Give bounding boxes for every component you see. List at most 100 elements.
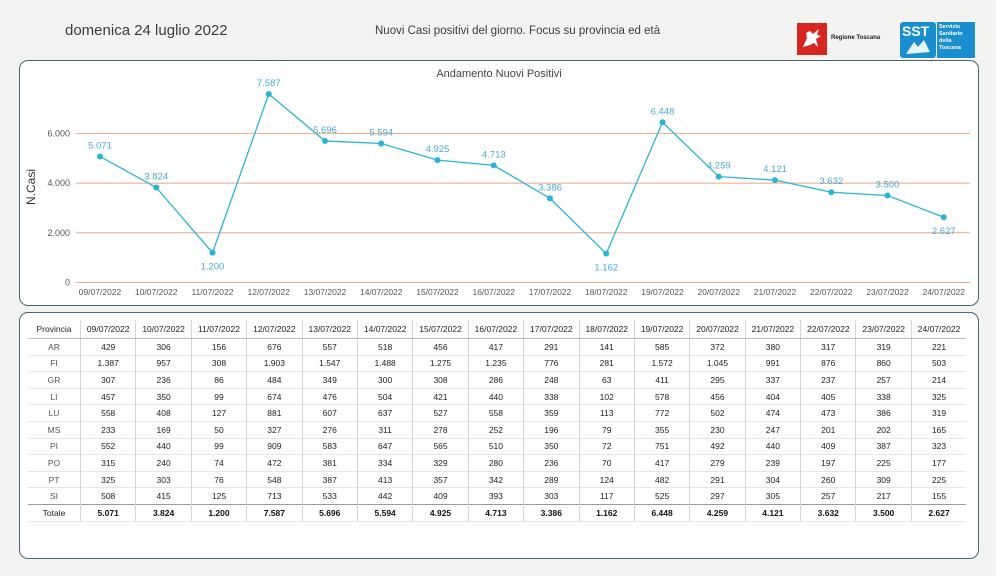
table-cell: 472 <box>246 454 303 472</box>
x-tick-label: 12/07/2022 <box>247 287 290 297</box>
table-row: GR 307 236 86 484 349 300 308 286 248 63 411 295 337 2… <box>28 371 967 389</box>
table-cell: 492 <box>689 438 746 455</box>
table-cell: 248 <box>523 371 580 389</box>
table-cell: 909 <box>246 438 303 455</box>
sst-mark: SST <box>900 22 936 58</box>
table-cell: 300 <box>356 371 413 389</box>
table-cell: 350 <box>135 388 192 405</box>
date-column-header: 20/07/2022 <box>689 320 746 339</box>
table-cell: 297 <box>689 487 746 505</box>
date-column-header: 13/07/2022 <box>301 320 358 339</box>
table-cell: 239 <box>744 454 801 472</box>
date-column-header: 19/07/2022 <box>633 320 690 339</box>
date-column-header: 15/07/2022 <box>412 320 469 339</box>
table-cell: 1.045 <box>689 355 746 372</box>
table-cell: 405 <box>800 388 856 405</box>
table-cell: 417 <box>467 338 524 356</box>
table-cell: 578 <box>633 388 690 405</box>
chart-panel: Andamento Nuovi Positivi N.Casi 0 2.000 4.00… <box>19 60 979 306</box>
table-row: LU 558 408 127 881 607 637 527 558 359 113 772 502 47… <box>28 404 967 422</box>
x-tick-label: 13/07/2022 <box>304 287 347 297</box>
data-label: 5.071 <box>88 140 112 151</box>
table-row: LI 457 350 99 674 476 504 421 440 338 102 578 456 404… <box>28 388 967 405</box>
table-cell: 325 <box>79 471 136 488</box>
table-cell: 202 <box>855 421 912 439</box>
table-cell: 252 <box>467 421 524 439</box>
table-cell: 236 <box>135 371 192 389</box>
table-cell: 565 <box>412 438 469 455</box>
report-subtitle: Nuovi Casi positivi del giorno. Focus su… <box>375 25 661 37</box>
total-cell: 4.259 <box>689 503 746 522</box>
table-cell: 141 <box>578 338 635 356</box>
date-column-header: 18/07/2022 <box>578 320 635 339</box>
data-label: 4.259 <box>707 161 731 172</box>
table-cell: 125 <box>190 487 247 505</box>
x-tick-label: 21/07/2022 <box>754 287 797 297</box>
x-tick-label: 17/07/2022 <box>529 287 572 297</box>
total-cell: 6.448 <box>633 503 690 522</box>
data-label: 3.386 <box>538 182 562 193</box>
table-cell: 548 <box>246 471 303 488</box>
table-cell: 355 <box>633 421 690 439</box>
data-point <box>153 184 160 191</box>
data-point <box>772 177 778 184</box>
table-cell: 76 <box>190 471 247 488</box>
table-cell: 156 <box>190 338 247 356</box>
table-cell: 225 <box>855 454 912 472</box>
total-cell: 2.627 <box>910 503 967 522</box>
total-cell: 5.071 <box>79 503 136 522</box>
chart-title: Andamento Nuovi Positivi <box>436 68 561 80</box>
table-cell: 225 <box>910 471 967 488</box>
table-cell: 583 <box>301 438 358 455</box>
province-name: LU <box>48 408 60 419</box>
table-cell: 474 <box>744 404 801 422</box>
table-cell: 484 <box>246 371 303 389</box>
table-cell: 217 <box>855 487 912 505</box>
table-cell: 558 <box>79 404 136 422</box>
series-line <box>99 92 944 255</box>
total-cell: 4.713 <box>467 503 524 522</box>
data-label: 5.696 <box>313 125 337 136</box>
date-column-header: 09/07/2022 <box>79 320 136 339</box>
province-name: FI <box>50 358 58 369</box>
table-cell: 411 <box>633 371 690 389</box>
table-cell: 387 <box>301 471 358 488</box>
table-cell: 991 <box>744 355 801 372</box>
table-cell: 72 <box>578 438 635 455</box>
data-label: 4.713 <box>482 149 506 160</box>
table-cell: 957 <box>135 355 192 372</box>
data-point <box>209 249 216 256</box>
total-cell: 1.200 <box>190 503 247 522</box>
table-cell: 221 <box>910 338 967 356</box>
table-cell: 647 <box>356 438 413 455</box>
table-cell: 772 <box>633 404 690 422</box>
table-cell: 476 <box>301 388 358 405</box>
total-cell: 3.500 <box>855 503 912 522</box>
table-cell: 309 <box>855 471 912 488</box>
data-label: 3.824 <box>144 171 168 182</box>
table-cell: 307 <box>79 371 136 389</box>
date-column-header: 16/07/2022 <box>467 320 524 339</box>
table-cell: 876 <box>800 355 856 372</box>
table-cell: 214 <box>910 371 967 389</box>
data-label: 4.121 <box>763 164 787 175</box>
table-cell: 86 <box>190 371 247 389</box>
sst-words: Servizio Sanitario della Toscana <box>937 22 975 58</box>
table-cell: 197 <box>800 454 856 472</box>
x-tick-label: 23/07/2022 <box>866 287 909 297</box>
table-row: MS 233 169 50 327 276 311 278 252 196 79 355 230 247 2… <box>28 421 967 439</box>
table-cell: 323 <box>910 438 967 455</box>
table-cell: 776 <box>523 355 580 372</box>
table-cell: 380 <box>744 338 801 356</box>
table-cell: 404 <box>744 388 801 405</box>
data-point <box>434 157 441 164</box>
table-cell: 456 <box>412 338 469 356</box>
table-cell: 413 <box>356 471 413 488</box>
table-cell: 381 <box>301 454 358 472</box>
province-name: PT <box>48 474 60 485</box>
table-cell: 510 <box>467 438 524 455</box>
table-cell: 113 <box>578 404 635 422</box>
table-panel: Provincia 09/07/2022 10/07/2022 11/07/2022… <box>19 312 979 559</box>
data-label: 5.594 <box>369 127 393 138</box>
data-label: 2.627 <box>932 226 956 237</box>
